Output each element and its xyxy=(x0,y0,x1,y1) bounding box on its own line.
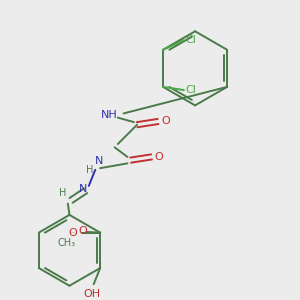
Text: OH: OH xyxy=(83,289,101,299)
Text: H: H xyxy=(86,165,94,175)
Text: N: N xyxy=(95,156,103,166)
Text: O: O xyxy=(69,228,78,238)
Text: Cl: Cl xyxy=(185,85,196,95)
Text: Cl: Cl xyxy=(185,35,196,45)
Text: O: O xyxy=(155,152,164,162)
Text: N: N xyxy=(79,184,87,194)
Text: CH₃: CH₃ xyxy=(58,238,76,248)
Text: O: O xyxy=(161,116,170,127)
Text: methoxy: methoxy xyxy=(70,232,76,233)
Text: NH: NH xyxy=(101,110,118,120)
Text: O: O xyxy=(78,226,87,236)
Text: H: H xyxy=(59,188,66,198)
